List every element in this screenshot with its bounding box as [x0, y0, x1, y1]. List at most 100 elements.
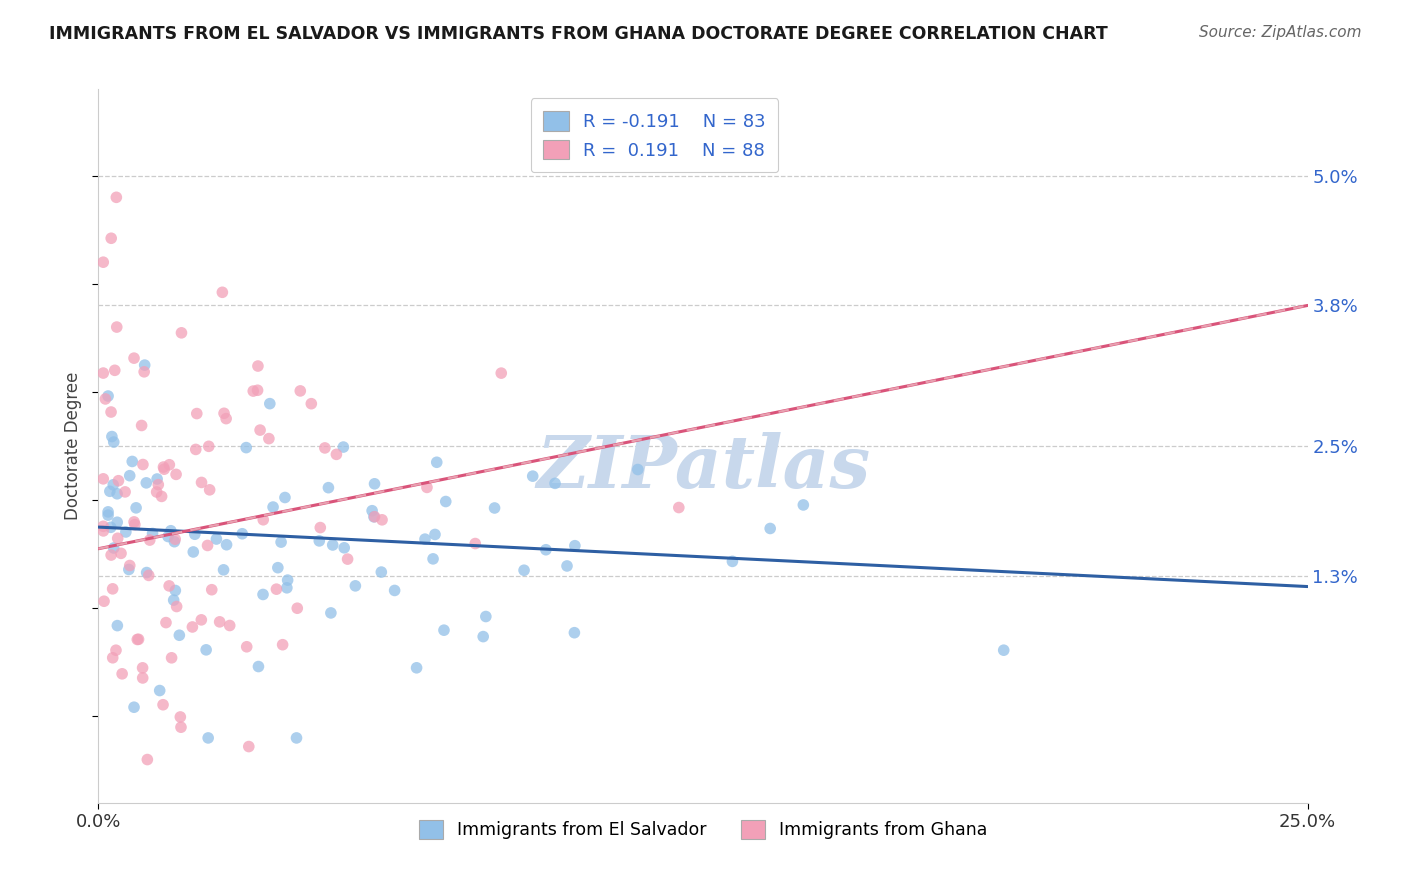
Point: [184, 442, 207, 457]
Point: [181, 545, 204, 559]
Point: [318, 481, 340, 495]
Point: [114, 484, 136, 499]
Point: [513, 563, 536, 577]
Point: [491, 366, 513, 380]
Point: [242, 384, 264, 398]
Point: [111, 666, 134, 681]
Point: [115, 524, 138, 539]
Point: [118, 558, 141, 573]
Point: [426, 455, 449, 469]
Point: [165, 467, 187, 482]
Point: [138, 568, 160, 582]
Point: [163, 534, 186, 549]
Point: [195, 643, 218, 657]
Point: [370, 565, 392, 579]
Point: [103, 435, 125, 450]
Point: [105, 190, 128, 204]
Point: [98, 484, 121, 499]
Point: [103, 541, 125, 555]
Point: [484, 500, 506, 515]
Point: [205, 532, 228, 546]
Point: [252, 587, 274, 601]
Point: [190, 475, 212, 490]
Point: [91, 255, 114, 269]
Point: [262, 500, 284, 514]
Point: [93, 594, 115, 608]
Point: [299, 397, 322, 411]
Point: [257, 432, 280, 446]
Point: [285, 731, 308, 745]
Point: [371, 513, 394, 527]
Point: [122, 515, 145, 529]
Point: [100, 231, 122, 245]
Point: [110, 546, 132, 560]
Point: [107, 531, 129, 545]
Point: [100, 520, 122, 534]
Point: [249, 423, 271, 437]
Point: [534, 542, 557, 557]
Point: [271, 638, 294, 652]
Point: [434, 494, 457, 508]
Point: [721, 554, 744, 568]
Point: [322, 538, 344, 552]
Point: [141, 526, 163, 541]
Point: [201, 582, 224, 597]
Point: [103, 477, 125, 491]
Point: [308, 533, 330, 548]
Point: [97, 505, 120, 519]
Point: [231, 526, 253, 541]
Point: [314, 441, 336, 455]
Point: [186, 407, 208, 421]
Point: [148, 477, 170, 491]
Point: [91, 472, 114, 486]
Point: [274, 491, 297, 505]
Point: [135, 475, 157, 490]
Text: Source: ZipAtlas.com: Source: ZipAtlas.com: [1198, 25, 1361, 40]
Point: [344, 579, 367, 593]
Point: [332, 440, 354, 454]
Point: [131, 418, 153, 433]
Point: [128, 632, 150, 647]
Point: [169, 710, 191, 724]
Point: [104, 643, 127, 657]
Point: [150, 490, 173, 504]
Point: [132, 458, 155, 472]
Point: [160, 650, 183, 665]
Point: [170, 720, 193, 734]
Point: [170, 326, 193, 340]
Point: [422, 552, 444, 566]
Point: [118, 468, 141, 483]
Point: [259, 397, 281, 411]
Point: [91, 519, 114, 533]
Point: [165, 583, 187, 598]
Point: [131, 671, 153, 685]
Text: ZIPatlas: ZIPatlas: [536, 432, 870, 503]
Point: [157, 579, 180, 593]
Point: [100, 548, 122, 562]
Point: [363, 476, 385, 491]
Point: [544, 476, 567, 491]
Point: [384, 583, 406, 598]
Point: [336, 552, 359, 566]
Point: [363, 509, 385, 524]
Point: [290, 384, 312, 398]
Point: [472, 630, 495, 644]
Point: [423, 527, 446, 541]
Point: [759, 521, 782, 535]
Point: [190, 613, 212, 627]
Point: [169, 628, 191, 642]
Point: [166, 599, 188, 614]
Point: [433, 623, 456, 637]
Point: [107, 474, 129, 488]
Point: [127, 632, 149, 647]
Y-axis label: Doctorate Degree: Doctorate Degree: [63, 372, 82, 520]
Point: [146, 472, 169, 486]
Point: [94, 392, 117, 406]
Point: [361, 504, 384, 518]
Point: [97, 508, 120, 522]
Text: IMMIGRANTS FROM EL SALVADOR VS IMMIGRANTS FROM GHANA DOCTORATE DEGREE CORRELATIO: IMMIGRANTS FROM EL SALVADOR VS IMMIGRANT…: [49, 25, 1108, 43]
Point: [564, 539, 586, 553]
Point: [413, 532, 436, 546]
Point: [208, 615, 231, 629]
Point: [197, 539, 219, 553]
